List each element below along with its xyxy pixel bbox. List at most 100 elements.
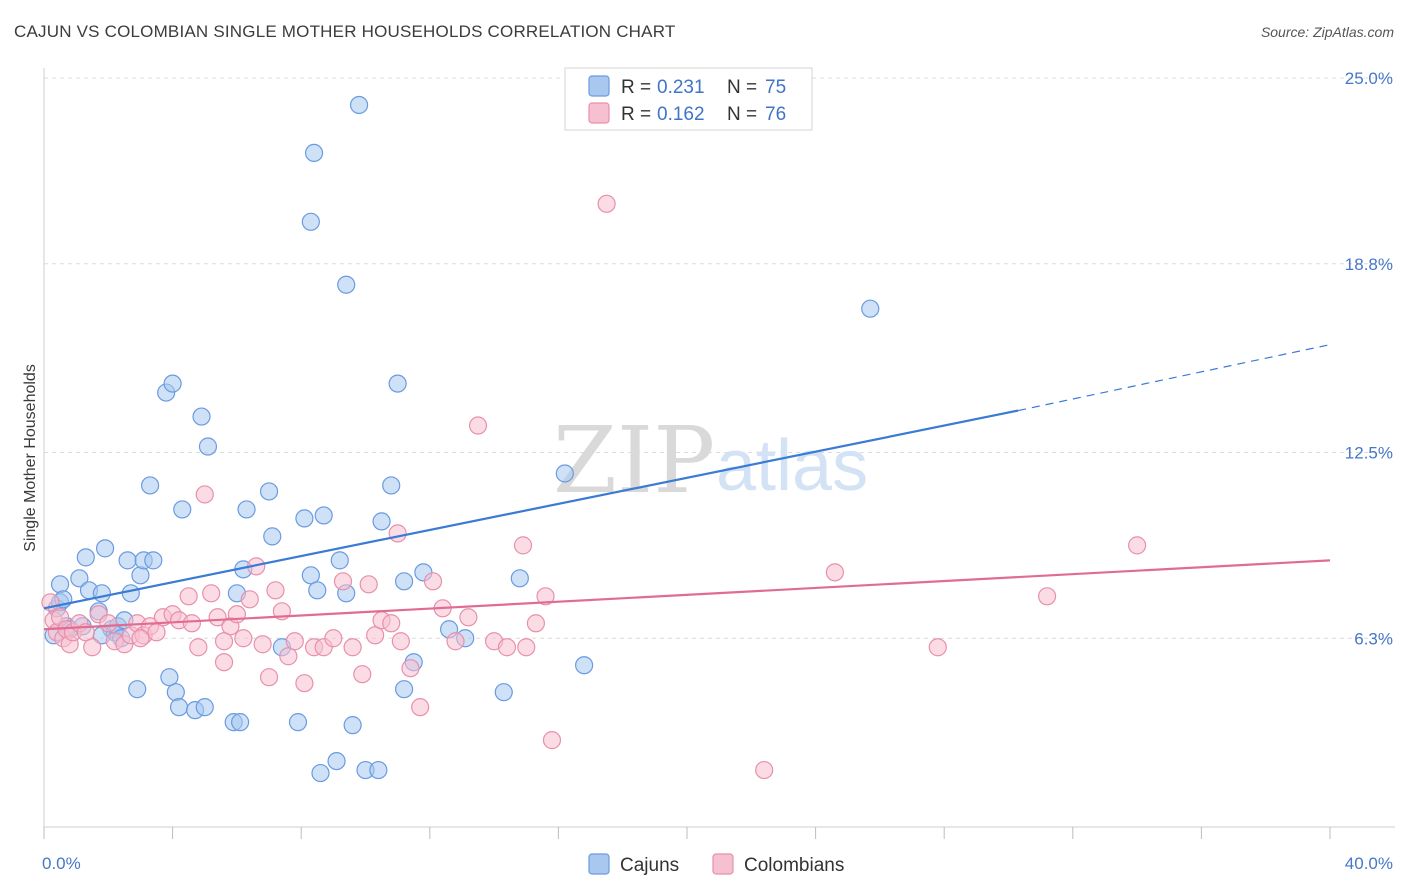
bottom-legend-colombians: Colombians <box>744 855 844 876</box>
colombians-point-67 <box>597 194 616 213</box>
watermark: ZIP atlas <box>553 407 868 514</box>
legend: R = 0.231 N = 75 R = 0.162 N = 76 <box>564 67 813 131</box>
x-tick-labels: 0.0% 40.0% <box>42 854 1393 873</box>
colombians-point-68 <box>755 760 774 780</box>
cajuns-point-63 <box>343 716 362 735</box>
colombians-point-65 <box>513 536 533 555</box>
cajuns-point-32 <box>259 482 279 501</box>
colombians-point-24 <box>189 638 208 657</box>
y-tick-label-1: 12.5% <box>1345 444 1393 463</box>
cajuns-point-72 <box>337 275 356 294</box>
cajuns-point-73 <box>388 374 407 393</box>
cajuns-point-13 <box>95 539 115 558</box>
y-tick-label-3: 25.0% <box>1345 69 1393 88</box>
source-note: Source: ZipAtlas.com <box>1260 24 1394 40</box>
legend-r-cajuns: 0.231 <box>657 77 705 98</box>
colombians-points <box>41 194 1147 780</box>
legend-n-colombians: 76 <box>765 104 786 125</box>
cajuns-point-18 <box>118 551 137 570</box>
colombians-point-52 <box>401 659 420 678</box>
cajuns-point-36 <box>301 566 320 585</box>
colombians-point-47 <box>359 575 378 594</box>
cajuns-trend-extension <box>1018 344 1331 412</box>
legend-n-label-colombians: N = <box>727 104 757 125</box>
colombians-point-73 <box>214 632 234 651</box>
colombians-point-35 <box>259 668 279 687</box>
legend-r-label-colombians: R = <box>621 104 651 125</box>
watermark-zip: ZIP <box>553 407 715 514</box>
cajuns-point-74 <box>861 299 880 318</box>
colombians-point-38 <box>279 647 298 666</box>
cajuns-point-67 <box>494 683 513 702</box>
cajuns-point-37 <box>308 581 327 600</box>
cajuns-point-59 <box>231 713 250 732</box>
cajuns-point-69 <box>304 143 324 162</box>
colombians-point-31 <box>234 629 253 648</box>
colombians-point-74 <box>131 629 150 648</box>
cajuns-point-49 <box>555 464 574 483</box>
cajuns-point-71 <box>301 212 320 231</box>
colombians-point-56 <box>446 632 465 651</box>
colombians-point-48 <box>366 626 385 645</box>
cajuns-point-3 <box>50 575 70 594</box>
colombians-trend-line <box>43 559 1331 631</box>
cajuns-point-52 <box>128 680 147 699</box>
colombians-point-26 <box>202 584 221 603</box>
legend-n-label-cajuns: N = <box>727 77 757 98</box>
y-tick-labels: 6.3% 12.5% 18.8% 25.0% <box>1345 69 1393 648</box>
x-tick-label-1: 40.0% <box>1345 854 1393 873</box>
cajuns-point-39 <box>330 551 349 570</box>
chart-title: CAJUN VS COLOMBIAN SINGLE MOTHER HOUSEHO… <box>14 22 676 41</box>
colombians-point-54 <box>423 572 443 591</box>
cajuns-point-61 <box>311 763 330 783</box>
watermark-atlas: atlas <box>716 426 868 506</box>
bottom-legend-swatch-colombians <box>712 853 734 875</box>
colombians-point-36 <box>266 581 285 600</box>
colombians-point-10 <box>83 638 102 657</box>
colombians-point-46 <box>353 665 372 684</box>
cajuns-point-7 <box>70 569 89 588</box>
colombians-point-28 <box>214 653 234 672</box>
colombians-point-39 <box>285 632 304 651</box>
cajuns-point-60 <box>288 713 308 732</box>
colombians-point-60 <box>497 638 517 657</box>
cajuns-point-38 <box>314 506 333 525</box>
legend-swatch-cajuns <box>588 75 610 97</box>
cajuns-point-25 <box>163 374 182 393</box>
colombians-point-34 <box>253 635 272 654</box>
cajuns-point-22 <box>140 476 160 495</box>
colombians-point-64 <box>388 524 407 543</box>
y-tick-label-0: 6.3% <box>1354 629 1393 648</box>
cajuns-point-54 <box>166 683 185 702</box>
y-axis-label: Single Mother Households <box>22 364 39 552</box>
cajuns-trend-line <box>43 409 1019 610</box>
cajuns-point-9 <box>76 548 95 567</box>
legend-r-colombians: 0.162 <box>657 104 705 125</box>
axes <box>43 68 1395 839</box>
cajuns-point-43 <box>394 572 414 591</box>
colombians-point-25 <box>195 485 214 504</box>
cajuns-point-12 <box>92 584 111 603</box>
colombians-point-50 <box>382 614 401 633</box>
colombians-point-72 <box>1127 536 1147 555</box>
cajuns-point-35 <box>295 509 314 528</box>
bottom-legend-swatch-cajuns <box>588 853 610 875</box>
colombians-point-51 <box>391 632 410 651</box>
colombians-point-71 <box>1037 587 1057 606</box>
colombians-point-62 <box>526 614 545 633</box>
colombians-point-61 <box>517 638 536 657</box>
cajuns-point-48 <box>510 569 529 588</box>
colombians-point-32 <box>240 590 259 609</box>
cajuns-point-66 <box>394 680 414 699</box>
cajuns-point-19 <box>121 584 140 603</box>
cajuns-point-33 <box>263 527 282 546</box>
cajuns-point-31 <box>237 500 256 519</box>
trend-lines <box>43 344 1331 631</box>
y-tick-label-2: 18.8% <box>1345 255 1393 274</box>
colombians-point-66 <box>542 731 562 750</box>
legend-n-cajuns: 75 <box>765 77 786 98</box>
bottom-legend-cajuns: Cajuns <box>620 855 679 876</box>
cajuns-point-65 <box>369 760 388 780</box>
colombians-point-70 <box>928 638 947 657</box>
